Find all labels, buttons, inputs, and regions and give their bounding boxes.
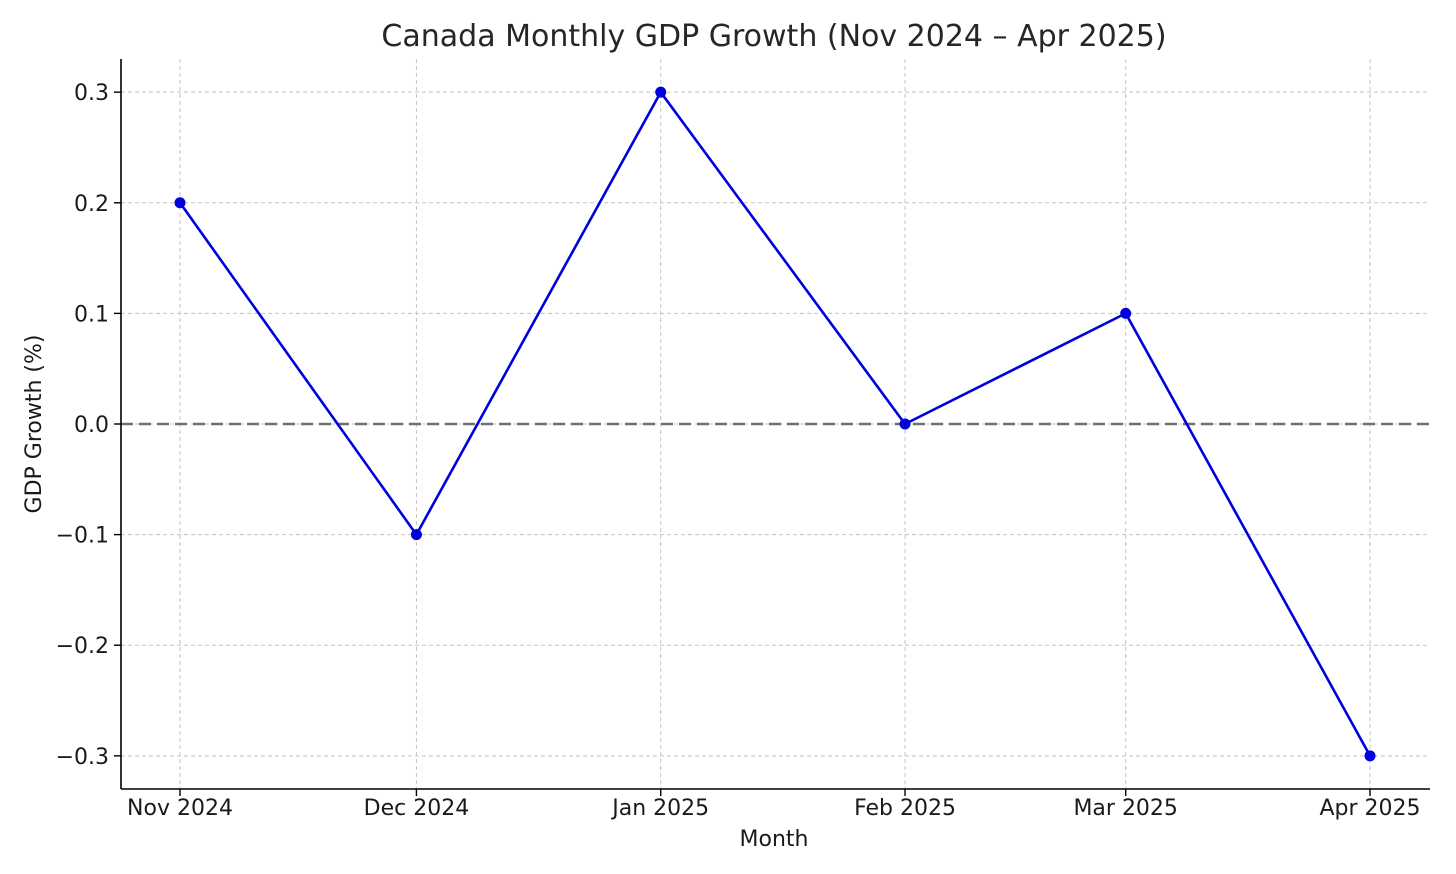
x-tick-label: Feb 2025 (854, 796, 956, 821)
gdp-growth-line (178, 90, 1372, 757)
data-point (655, 86, 667, 98)
data-point (899, 418, 911, 430)
y-tick-label: −0.3 (56, 745, 109, 770)
chart-title: Canada Monthly GDP Growth (Nov 2024 – Ap… (381, 19, 1166, 54)
y-tick-label: 0.2 (74, 192, 109, 217)
y-tick-label: −0.2 (56, 634, 109, 659)
y-tick-label: 0.3 (74, 81, 109, 106)
x-tick-label: Apr 2025 (1319, 796, 1420, 821)
y-tick-label: 0.0 (74, 413, 109, 438)
data-point (1120, 307, 1132, 319)
x-tick-label: Jan 2025 (610, 796, 709, 821)
x-tick-label: Mar 2025 (1073, 796, 1178, 821)
series-layer (174, 86, 1376, 762)
y-tick-label: −0.1 (56, 524, 109, 549)
data-point (1364, 750, 1376, 762)
y-tick-label: 0.1 (74, 302, 109, 327)
data-point (410, 529, 422, 541)
y-axis-label: GDP Growth (%) (22, 335, 47, 514)
tick-layer: −0.3 −0.2 −0.1 0.0 0.1 0.2 0.3 Nov 2024 Dec 2024… (56, 81, 1421, 821)
x-axis-label: Month (740, 827, 809, 852)
x-tick-label: Nov 2024 (127, 796, 233, 821)
x-tick-label: Dec 2024 (364, 796, 470, 821)
data-point (174, 197, 186, 209)
